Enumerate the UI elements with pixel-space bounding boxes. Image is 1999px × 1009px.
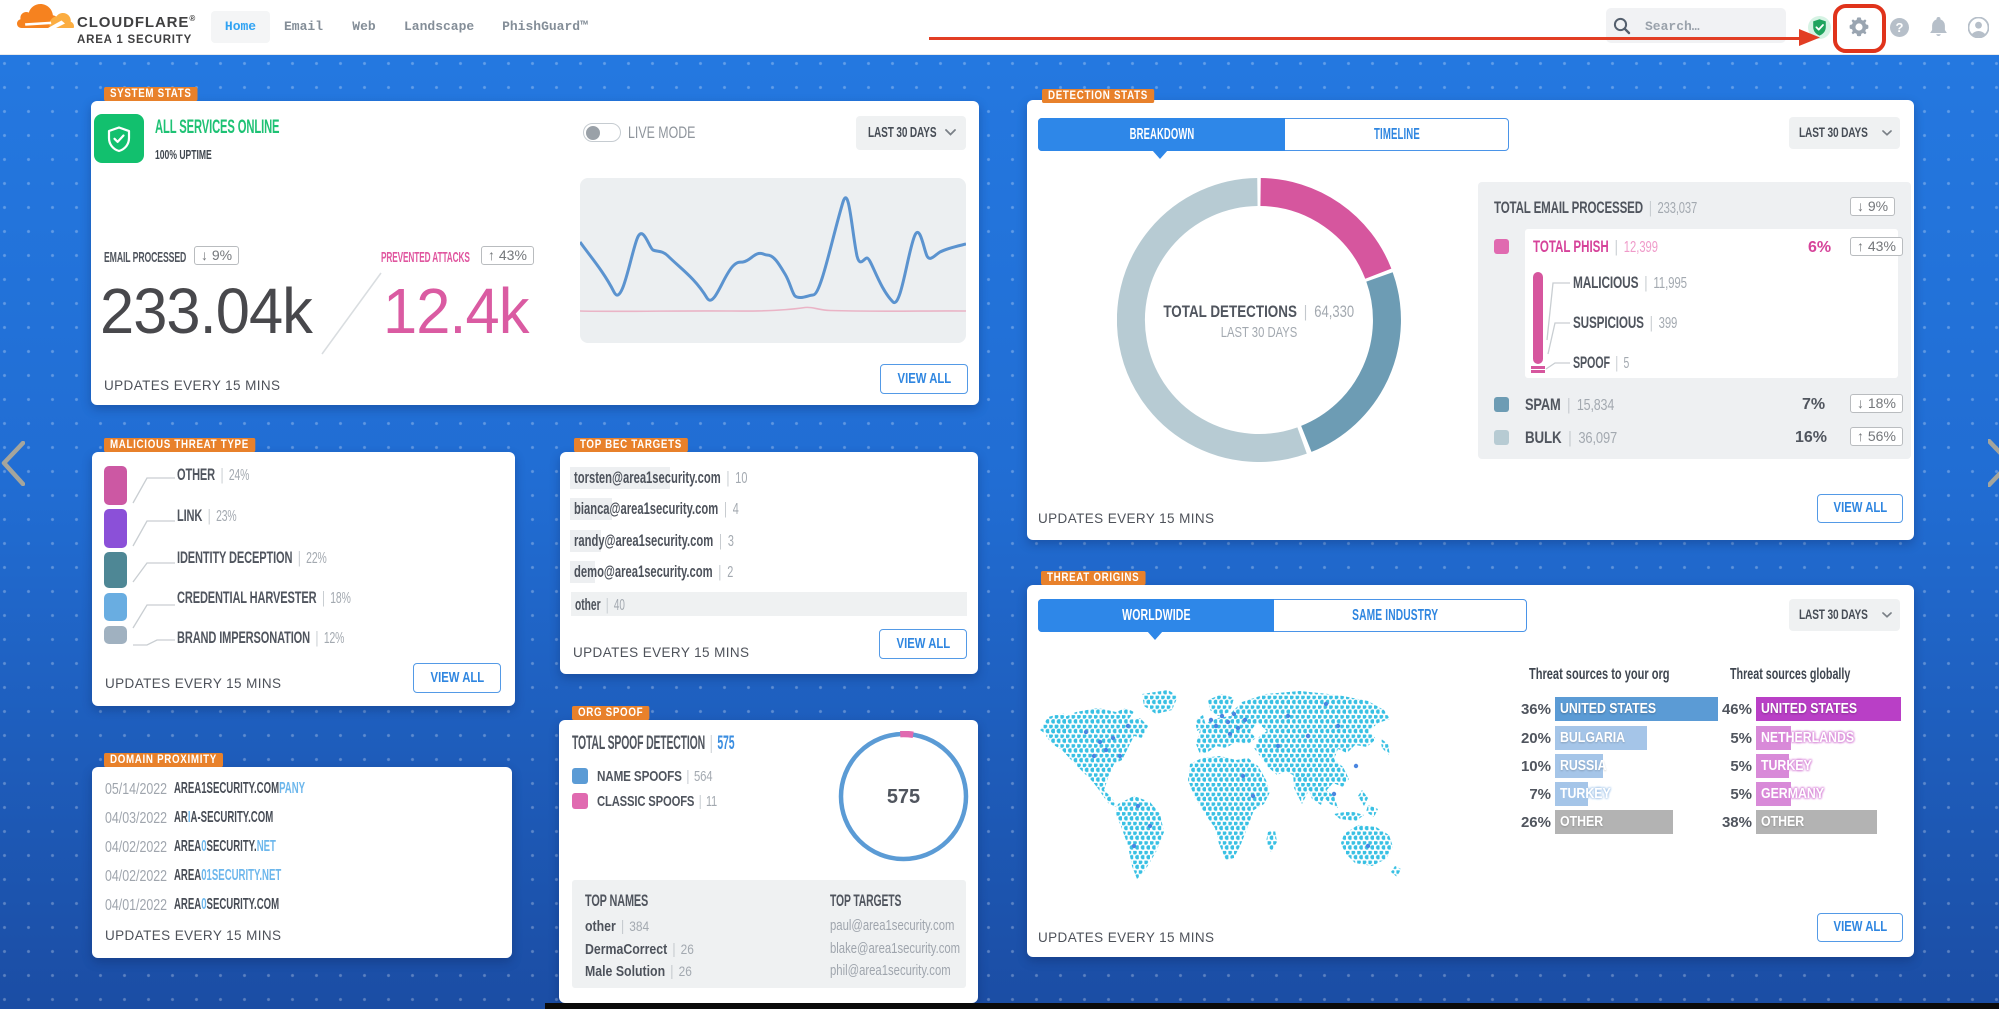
svg-text:?: ? <box>1896 20 1904 35</box>
